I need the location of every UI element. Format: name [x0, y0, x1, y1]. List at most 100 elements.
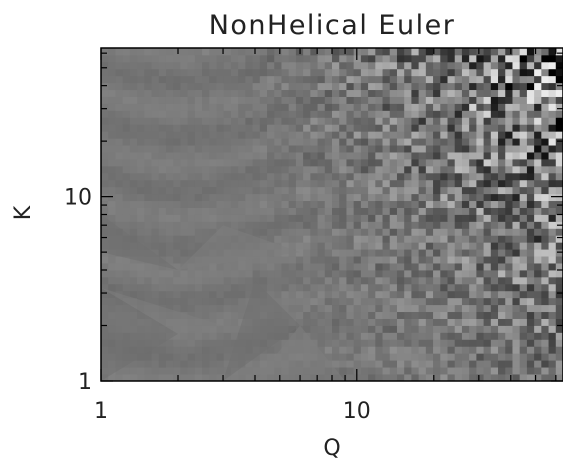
heatmap-cell [519, 200, 528, 208]
heatmap-cell [461, 353, 470, 361]
heatmap-cell [274, 290, 282, 299]
heatmap-cell [115, 131, 124, 139]
heatmap-cell [274, 82, 282, 91]
heatmap-cell [295, 89, 304, 97]
heatmap-cell [534, 367, 542, 375]
heatmap-cell [469, 75, 477, 84]
heatmap-cell [332, 186, 340, 195]
heatmap-cell [411, 103, 420, 111]
heatmap-cell [187, 214, 196, 222]
heatmap-cell [440, 89, 448, 97]
heatmap-cell [454, 311, 463, 319]
heatmap-cell [137, 152, 145, 160]
heatmap-cell [267, 283, 275, 292]
heatmap-cell [317, 235, 326, 243]
heatmap-cell [108, 96, 116, 104]
heatmap-cell [267, 353, 275, 361]
heatmap-cell [541, 75, 549, 84]
heatmap-cell [461, 61, 470, 70]
heatmap-cell [454, 48, 463, 56]
heatmap-cell [505, 89, 513, 97]
heatmap-cell [360, 200, 369, 208]
heatmap-cell [490, 89, 499, 97]
heatmap-cell [483, 304, 492, 313]
heatmap-cell [151, 207, 160, 215]
heatmap-cell [512, 325, 521, 333]
heatmap-cell [245, 96, 253, 104]
heatmap-cell [101, 172, 109, 181]
heatmap-cell [129, 186, 138, 195]
heatmap-cell [310, 290, 318, 299]
heatmap-cell [339, 297, 347, 306]
heatmap-cell [526, 311, 535, 319]
heatmap-cell [505, 193, 513, 202]
heatmap-cell [433, 110, 441, 118]
heatmap-cell [375, 263, 383, 271]
heatmap-cell [483, 263, 492, 271]
heatmap-cell [317, 297, 326, 306]
heatmap-cell [519, 96, 528, 104]
heatmap-cell [483, 346, 492, 354]
heatmap-cell [202, 221, 210, 229]
heatmap-cell [548, 89, 557, 97]
heatmap-cell [238, 207, 246, 215]
heatmap-cell [346, 172, 355, 181]
heatmap-cell [245, 131, 253, 139]
heatmap-cell [454, 186, 463, 195]
heatmap-cell [288, 131, 297, 139]
heatmap-cell [454, 374, 463, 381]
heatmap-cell [324, 138, 333, 146]
heatmap-cell [245, 221, 253, 229]
heatmap-cell [346, 270, 355, 278]
heatmap-cell [526, 159, 535, 167]
heatmap-cell [332, 290, 340, 299]
heatmap-cell [519, 339, 528, 347]
heatmap-cell [375, 96, 383, 104]
heatmap-cell [396, 311, 405, 319]
heatmap-cell [230, 214, 239, 222]
heatmap-cell [194, 152, 203, 160]
heatmap-cell [447, 145, 456, 153]
heatmap-cell [433, 332, 441, 340]
heatmap-cell [274, 110, 282, 118]
heatmap-cell [505, 276, 513, 285]
heatmap-cell [425, 235, 434, 243]
heatmap-cell [194, 221, 203, 229]
heatmap-cell [151, 186, 160, 195]
heatmap-cell [216, 172, 225, 181]
heatmap-cell [332, 200, 340, 208]
heatmap-cell [288, 179, 297, 188]
heatmap-cell [310, 325, 318, 333]
heatmap-cell [461, 360, 470, 368]
heatmap-cell [440, 186, 448, 195]
heatmap-cell [324, 54, 333, 63]
heatmap-cell [202, 263, 210, 271]
heatmap-cell [288, 304, 297, 313]
heatmap-cell [180, 61, 189, 70]
heatmap-cell [360, 165, 369, 174]
heatmap-cell [440, 221, 448, 229]
heatmap-cell [461, 117, 470, 125]
heatmap-cell [389, 235, 398, 243]
heatmap-cell [310, 103, 318, 111]
heatmap-cell [519, 207, 528, 215]
heatmap-cell [332, 172, 340, 181]
heatmap-cell [396, 339, 405, 347]
heatmap-cell [180, 242, 189, 250]
heatmap-cell [396, 353, 405, 361]
heatmap-cell [144, 75, 152, 84]
heatmap-cell [440, 48, 448, 56]
heatmap-cell [324, 200, 333, 208]
heatmap-cell [230, 339, 239, 347]
heatmap-cell [519, 124, 528, 132]
heatmap-cell [324, 235, 333, 243]
heatmap-cell [541, 270, 549, 278]
heatmap-cell [223, 360, 232, 368]
heatmap-cell [389, 186, 398, 195]
heatmap-cell [122, 131, 131, 139]
heatmap-cell [295, 165, 304, 174]
heatmap-cell [534, 304, 542, 313]
heatmap-cell [404, 172, 412, 181]
heatmap-cell [267, 235, 275, 243]
heatmap-cell [223, 353, 232, 361]
